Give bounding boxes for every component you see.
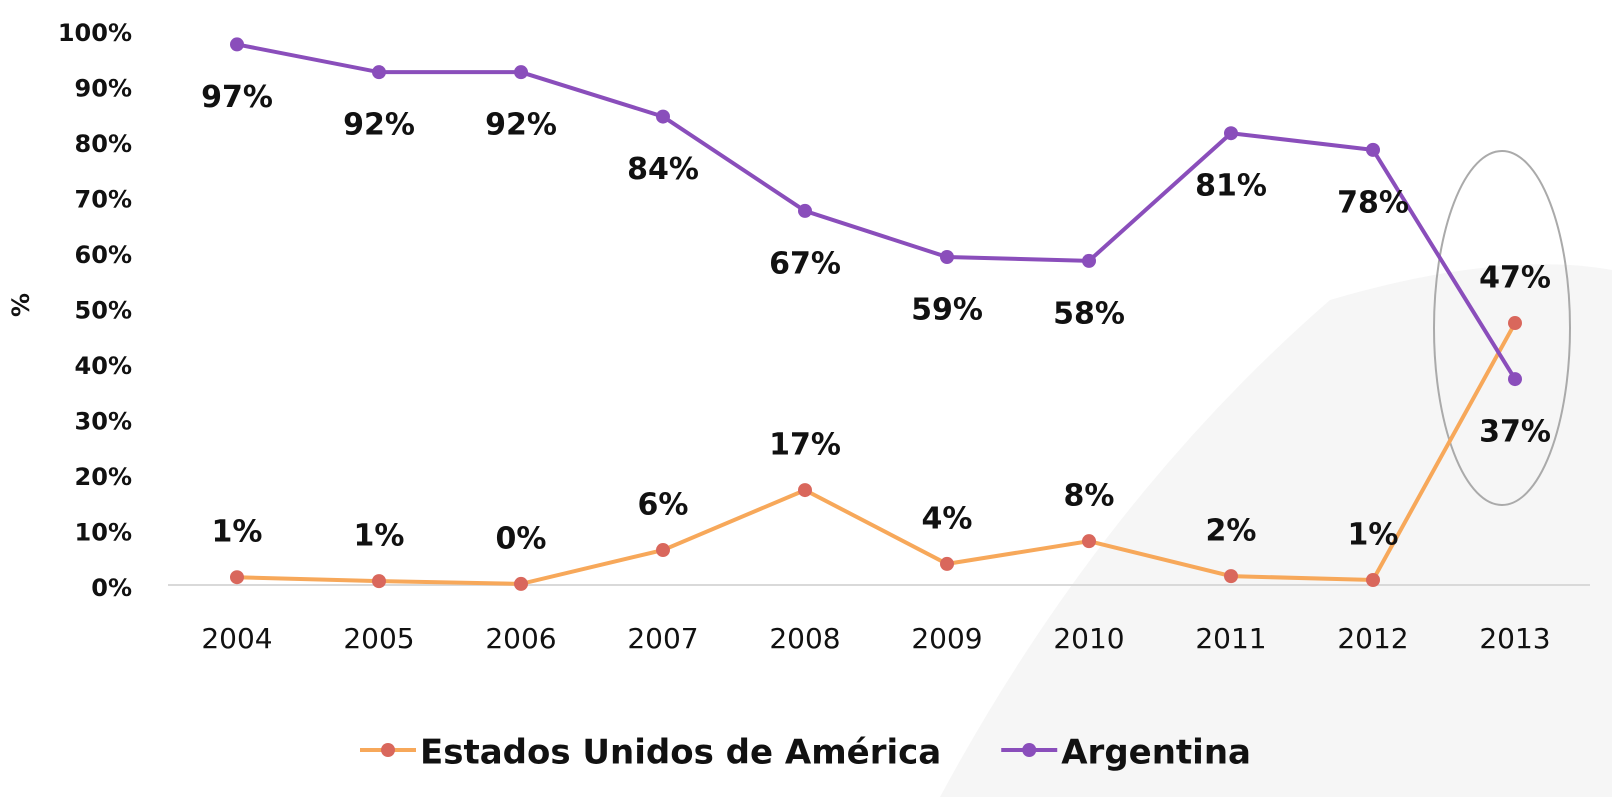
data-point xyxy=(1366,142,1380,157)
data-point xyxy=(372,65,386,80)
series-line xyxy=(236,42,1517,381)
y-tick-label: 30% xyxy=(75,408,132,436)
x-tick-label: 2004 xyxy=(201,622,272,655)
series-line xyxy=(236,322,1517,586)
legend-label: Estados Unidos de América xyxy=(420,733,941,773)
background-shape xyxy=(940,264,1612,797)
data-point xyxy=(1082,534,1096,549)
legend-marker xyxy=(381,743,395,757)
data-label: 1% xyxy=(1348,518,1399,553)
data-point xyxy=(1508,372,1522,387)
highlight-ellipse xyxy=(1433,150,1571,506)
data-label: 59% xyxy=(911,292,983,327)
data-label: 4% xyxy=(922,501,973,536)
x-tick-label: 2011 xyxy=(1195,622,1266,655)
y-tick-label: 100% xyxy=(58,19,132,47)
x-tick-label: 2008 xyxy=(769,622,840,655)
data-point xyxy=(230,570,244,585)
data-label: 17% xyxy=(769,428,841,463)
y-tick-label: 60% xyxy=(75,241,132,269)
x-tick-label: 2009 xyxy=(911,622,982,655)
data-label: 97% xyxy=(201,80,273,115)
data-point xyxy=(940,556,954,571)
data-label: 8% xyxy=(1064,479,1115,514)
data-point xyxy=(514,576,528,591)
data-label: 81% xyxy=(1195,169,1267,204)
data-label: 84% xyxy=(627,152,699,187)
data-point xyxy=(1224,569,1238,584)
data-label: 78% xyxy=(1337,185,1409,220)
data-point xyxy=(940,249,954,264)
y-tick-label: 20% xyxy=(75,463,132,491)
x-tick-label: 2007 xyxy=(627,622,698,655)
data-point xyxy=(372,574,386,589)
data-label: 1% xyxy=(212,515,263,550)
data-label: 92% xyxy=(485,108,557,143)
data-point xyxy=(1508,316,1522,331)
x-tick-label: 2010 xyxy=(1053,622,1124,655)
y-tick-label: 40% xyxy=(75,352,132,380)
y-tick-label: 50% xyxy=(75,297,132,325)
data-point xyxy=(1082,253,1096,268)
data-label: 92% xyxy=(343,108,415,143)
legend-label: Argentina xyxy=(1061,733,1251,773)
y-tick-label: 0% xyxy=(91,574,132,602)
data-label: 1% xyxy=(354,519,405,554)
x-tick-label: 2012 xyxy=(1337,622,1408,655)
x-tick-label: 2005 xyxy=(343,622,414,655)
data-point xyxy=(798,483,812,498)
data-label: 6% xyxy=(638,488,689,523)
y-tick-label: 90% xyxy=(75,75,132,103)
data-point xyxy=(1366,573,1380,588)
x-tick-label: 2006 xyxy=(485,622,556,655)
data-point xyxy=(656,109,670,124)
data-label: 58% xyxy=(1053,296,1125,331)
data-label: 67% xyxy=(769,246,841,281)
legend-marker xyxy=(1022,743,1037,757)
y-tick-label: 80% xyxy=(75,130,132,158)
data-label: 47% xyxy=(1479,261,1551,296)
x-tick-label: 2013 xyxy=(1479,622,1550,655)
data-label: 37% xyxy=(1479,415,1551,450)
y-axis-label: % xyxy=(7,293,35,317)
data-point xyxy=(656,543,670,558)
data-point xyxy=(230,37,244,52)
data-label: 0% xyxy=(496,521,547,556)
data-point xyxy=(1224,126,1238,141)
data-label: 2% xyxy=(1206,514,1257,549)
y-tick-label: 10% xyxy=(75,519,132,547)
data-point xyxy=(514,65,528,80)
data-point xyxy=(798,203,812,218)
y-tick-label: 70% xyxy=(75,186,132,214)
